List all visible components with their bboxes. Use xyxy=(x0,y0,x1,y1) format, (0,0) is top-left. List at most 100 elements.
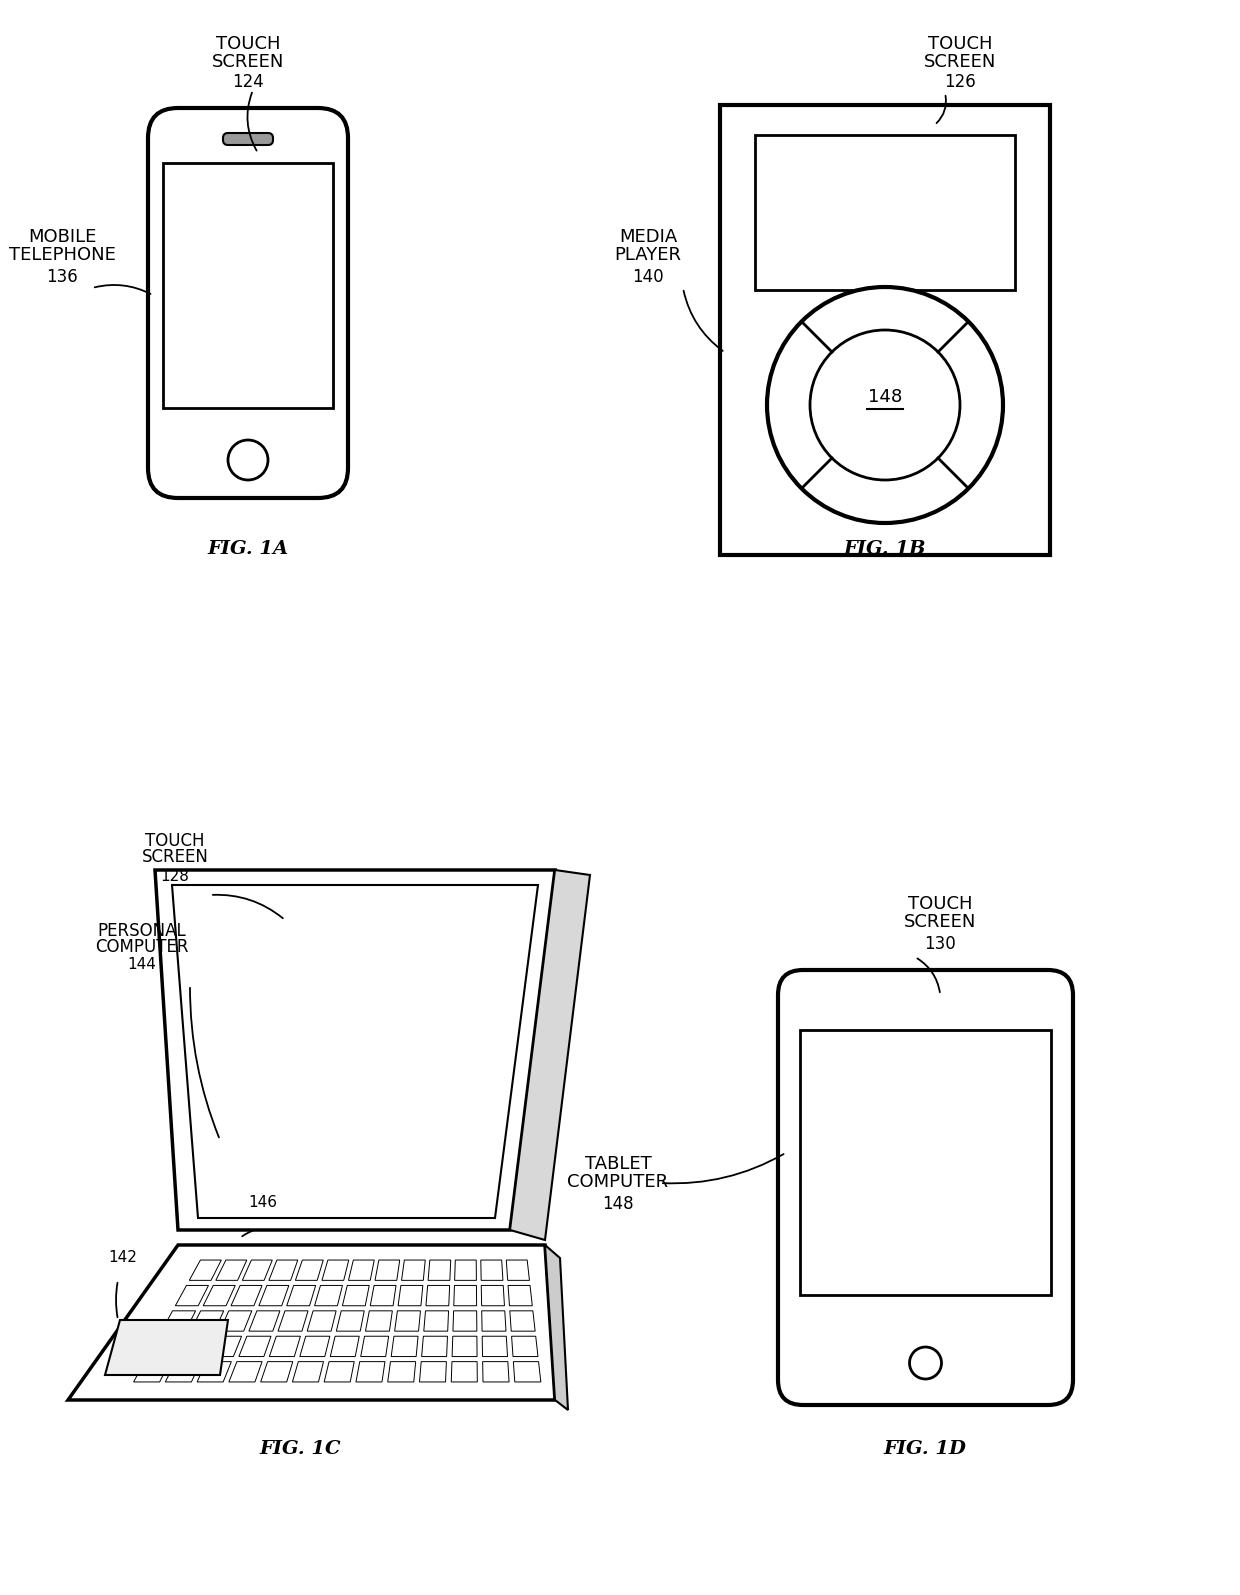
Text: COMPUTER: COMPUTER xyxy=(568,1174,668,1191)
Polygon shape xyxy=(419,1362,446,1381)
Text: 148: 148 xyxy=(603,1195,634,1214)
Circle shape xyxy=(909,1348,941,1380)
Polygon shape xyxy=(366,1311,392,1332)
Polygon shape xyxy=(295,1260,324,1281)
Text: 144: 144 xyxy=(128,957,156,971)
Polygon shape xyxy=(155,869,556,1230)
Text: SCREEN: SCREEN xyxy=(904,914,976,931)
Text: PLAYER: PLAYER xyxy=(615,246,682,265)
Polygon shape xyxy=(219,1311,252,1332)
Polygon shape xyxy=(260,1362,293,1381)
Polygon shape xyxy=(322,1260,348,1281)
Polygon shape xyxy=(208,1337,242,1357)
Text: FIG. 1B: FIG. 1B xyxy=(843,541,926,558)
Polygon shape xyxy=(374,1260,399,1281)
Polygon shape xyxy=(203,1286,236,1306)
Polygon shape xyxy=(148,1337,182,1357)
Text: FIG. 1C: FIG. 1C xyxy=(259,1440,341,1458)
Polygon shape xyxy=(398,1286,423,1306)
Polygon shape xyxy=(324,1362,355,1381)
Polygon shape xyxy=(330,1337,360,1357)
Polygon shape xyxy=(179,1337,212,1357)
Text: SCREEN: SCREEN xyxy=(924,53,996,72)
Text: 128: 128 xyxy=(160,869,190,884)
Text: TOUCH: TOUCH xyxy=(908,895,972,912)
Text: SCREEN: SCREEN xyxy=(141,849,208,866)
Polygon shape xyxy=(394,1311,420,1332)
Polygon shape xyxy=(451,1362,477,1381)
Polygon shape xyxy=(278,1311,308,1332)
Polygon shape xyxy=(453,1337,477,1357)
Polygon shape xyxy=(249,1311,280,1332)
Polygon shape xyxy=(348,1260,374,1281)
Text: MOBILE: MOBILE xyxy=(27,228,97,246)
Polygon shape xyxy=(269,1260,298,1281)
Polygon shape xyxy=(391,1337,418,1357)
Polygon shape xyxy=(259,1286,289,1306)
Polygon shape xyxy=(361,1337,388,1357)
FancyBboxPatch shape xyxy=(148,108,348,498)
Polygon shape xyxy=(510,869,590,1239)
Polygon shape xyxy=(506,1260,529,1281)
Polygon shape xyxy=(216,1260,247,1281)
Text: MEDIA: MEDIA xyxy=(619,228,677,246)
Polygon shape xyxy=(165,1362,201,1381)
Polygon shape xyxy=(481,1311,506,1332)
Polygon shape xyxy=(481,1286,505,1306)
Polygon shape xyxy=(453,1311,477,1332)
Text: 148: 148 xyxy=(868,388,903,407)
Polygon shape xyxy=(269,1337,300,1357)
Polygon shape xyxy=(308,1311,336,1332)
Text: COMPUTER: COMPUTER xyxy=(95,938,188,955)
Circle shape xyxy=(228,440,268,480)
Polygon shape xyxy=(481,1260,503,1281)
Bar xyxy=(800,1030,1052,1295)
Text: 136: 136 xyxy=(46,268,78,286)
Text: PERSONAL: PERSONAL xyxy=(98,922,186,939)
Polygon shape xyxy=(315,1286,342,1306)
Polygon shape xyxy=(425,1286,450,1306)
Polygon shape xyxy=(229,1362,262,1381)
Polygon shape xyxy=(508,1286,532,1306)
Text: TABLET: TABLET xyxy=(584,1155,651,1172)
Polygon shape xyxy=(300,1337,330,1357)
Polygon shape xyxy=(231,1286,262,1306)
Polygon shape xyxy=(422,1337,448,1357)
Polygon shape xyxy=(242,1260,273,1281)
Polygon shape xyxy=(388,1362,415,1381)
Polygon shape xyxy=(482,1362,510,1381)
Polygon shape xyxy=(175,1286,208,1306)
Polygon shape xyxy=(342,1286,370,1306)
Text: 124: 124 xyxy=(232,73,264,91)
Polygon shape xyxy=(336,1311,365,1332)
Polygon shape xyxy=(161,1311,196,1332)
Polygon shape xyxy=(512,1337,538,1357)
Text: TOUCH: TOUCH xyxy=(145,833,205,850)
Text: 126: 126 xyxy=(944,73,976,91)
FancyBboxPatch shape xyxy=(223,132,273,145)
Polygon shape xyxy=(105,1321,228,1375)
Text: SCREEN: SCREEN xyxy=(212,53,284,72)
Polygon shape xyxy=(172,885,538,1219)
Text: 142: 142 xyxy=(108,1250,136,1265)
Text: TELEPHONE: TELEPHONE xyxy=(9,246,115,265)
Bar xyxy=(162,163,334,408)
Polygon shape xyxy=(454,1286,476,1306)
Text: TOUCH: TOUCH xyxy=(216,35,280,53)
Circle shape xyxy=(810,330,960,480)
Polygon shape xyxy=(190,1260,221,1281)
Polygon shape xyxy=(424,1311,449,1332)
Polygon shape xyxy=(513,1362,541,1381)
Text: FIG. 1D: FIG. 1D xyxy=(884,1440,966,1458)
Polygon shape xyxy=(286,1286,316,1306)
Circle shape xyxy=(768,287,1003,523)
Text: FIG. 1A: FIG. 1A xyxy=(207,541,289,558)
Polygon shape xyxy=(428,1260,450,1281)
Polygon shape xyxy=(293,1362,324,1381)
Polygon shape xyxy=(402,1260,425,1281)
Text: 140: 140 xyxy=(632,268,663,286)
Polygon shape xyxy=(197,1362,232,1381)
Polygon shape xyxy=(134,1362,170,1381)
Polygon shape xyxy=(68,1246,556,1400)
Bar xyxy=(720,105,1050,555)
